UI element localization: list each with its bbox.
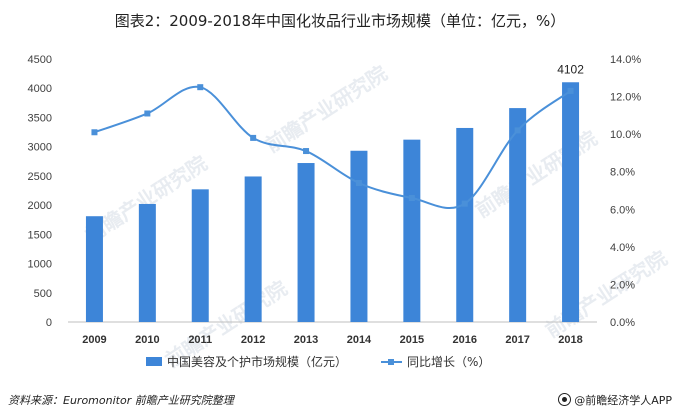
line-marker (515, 127, 521, 133)
brand-text: @前瞻经济学人APP (574, 394, 672, 407)
y-right-tick-label: 0.0% (610, 317, 635, 329)
brand-credit: @前瞻经济学人APP (558, 392, 672, 408)
line-marker (409, 195, 415, 201)
x-tick-label: 2015 (400, 334, 424, 346)
y-right-tick-label: 8.0% (610, 167, 635, 179)
bar (562, 82, 579, 322)
watermark-text: 前瞻产业研究院 (261, 61, 391, 157)
legend-label-line: 同比增长（%） (407, 355, 490, 369)
y-left-tick-label: 3500 (28, 112, 52, 124)
y-left-tick-label: 2000 (28, 200, 52, 212)
line-marker (197, 84, 203, 90)
line-marker (303, 148, 309, 154)
source-note: 资料来源：Euromonitor 前瞻产业研究院整理 (8, 392, 234, 408)
line-marker (568, 88, 574, 94)
y-right-tick-label: 12.0% (610, 92, 641, 104)
line-marker (250, 135, 256, 141)
x-tick-label: 2018 (558, 334, 582, 346)
bar (509, 108, 526, 322)
y-left-tick-label: 0 (46, 317, 52, 329)
x-tick-label: 2013 (294, 334, 318, 346)
line-marker (462, 201, 468, 207)
y-left-tick-label: 1500 (28, 229, 52, 241)
legend-marker-line (388, 359, 394, 365)
y-left-tick-label: 4500 (28, 54, 52, 66)
watermark-text: 前瞻产业研究院 (471, 126, 601, 222)
line-marker (91, 129, 97, 135)
y-right-tick-label: 2.0% (610, 279, 635, 291)
y-right-tick-label: 4.0% (610, 242, 635, 254)
bar (139, 204, 156, 322)
y-right-tick-label: 14.0% (610, 54, 641, 66)
bar (403, 140, 420, 322)
x-tick-label: 2011 (188, 334, 212, 346)
y-left-tick-label: 4000 (28, 83, 52, 95)
x-tick-label: 2010 (135, 334, 159, 346)
legend-swatch-bar (146, 357, 162, 366)
x-tick-label: 2016 (453, 334, 477, 346)
y-left-tick-label: 2500 (28, 171, 52, 183)
line-marker (356, 180, 362, 186)
x-tick-label: 2014 (347, 334, 372, 346)
data-label: 4102 (557, 62, 584, 76)
brand-logo-icon (558, 393, 571, 406)
y-left-tick-label: 3000 (28, 142, 52, 154)
bar (456, 128, 473, 322)
line-marker (144, 110, 150, 116)
y-right-tick-label: 10.0% (610, 129, 641, 141)
x-tick-label: 2017 (505, 334, 529, 346)
y-left-tick-label: 500 (34, 288, 52, 300)
bar (350, 151, 367, 322)
y-right-tick-label: 6.0% (610, 204, 635, 216)
x-tick-label: 2009 (82, 334, 106, 346)
x-tick-label: 2012 (241, 334, 265, 346)
legend-label-bar: 中国美容及个护市场规模（亿元） (167, 354, 347, 369)
bar (86, 216, 103, 322)
y-left-tick-label: 1000 (28, 259, 52, 271)
bar (192, 189, 209, 322)
bar (298, 163, 315, 322)
bar (245, 176, 262, 322)
watermark-text: 前瞻产业研究院 (541, 246, 671, 342)
